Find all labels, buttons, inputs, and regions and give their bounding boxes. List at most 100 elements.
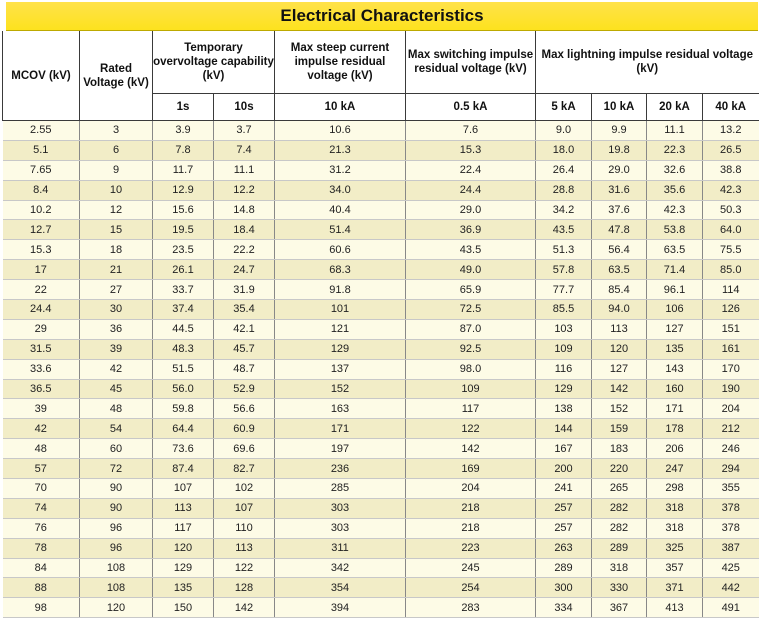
cell-lightning-20ka: 298 bbox=[646, 478, 703, 499]
cell-tov-10s: 12.2 bbox=[213, 180, 275, 201]
cell-lightning-10ka: 330 bbox=[591, 577, 647, 599]
table-row: 70 90 107 102 285 204 241 265 298 355 bbox=[2, 478, 759, 499]
table-row: 2.55 3 3.9 3.7 10.6 7.6 9.0 9.9 11.1 13.2 bbox=[2, 120, 759, 141]
cell-lightning-10ka: 19.8 bbox=[591, 140, 647, 161]
cell-rated-voltage: 3 bbox=[79, 120, 153, 141]
table-row: 36.5 45 56.0 52.9 152 109 129 142 160 190 bbox=[2, 379, 759, 400]
cell-tov-1s: 44.5 bbox=[152, 319, 214, 340]
cell-tov-10s: 102 bbox=[213, 478, 275, 499]
cell-mcov: 15.3 bbox=[2, 239, 80, 261]
cell-lightning-10ka: 282 bbox=[591, 498, 647, 519]
cell-tov-10s: 122 bbox=[213, 558, 275, 579]
table-row: 39 48 59.8 56.6 163 117 138 152 171 204 bbox=[2, 398, 759, 420]
subheader-lightning-40ka: 40 kA bbox=[702, 93, 759, 121]
table-row: 88 108 135 128 354 254 300 330 371 442 bbox=[2, 577, 759, 599]
cell-lightning-5ka: 77.7 bbox=[535, 279, 592, 301]
cell-tov-10s: 42.1 bbox=[213, 319, 275, 340]
cell-steep-10ka: 68.3 bbox=[274, 259, 406, 281]
cell-rated-voltage: 120 bbox=[79, 597, 153, 618]
cell-rated-voltage: 18 bbox=[79, 239, 153, 261]
cell-tov-1s: 23.5 bbox=[152, 239, 214, 261]
cell-lightning-40ka: 355 bbox=[702, 478, 759, 499]
cell-mcov: 12.7 bbox=[2, 219, 80, 241]
cell-rated-voltage: 9 bbox=[79, 160, 153, 181]
cell-tov-1s: 3.9 bbox=[152, 120, 214, 141]
cell-lightning-20ka: 106 bbox=[646, 299, 703, 320]
cell-lightning-5ka: 289 bbox=[535, 558, 592, 579]
cell-lightning-40ka: 204 bbox=[702, 398, 759, 420]
cell-lightning-20ka: 53.8 bbox=[646, 219, 703, 241]
cell-tov-1s: 51.5 bbox=[152, 359, 214, 380]
cell-mcov: 57 bbox=[2, 458, 80, 480]
cell-steep-10ka: 163 bbox=[274, 398, 406, 420]
cell-lightning-10ka: 31.6 bbox=[591, 180, 647, 201]
cell-mcov: 5.1 bbox=[2, 140, 80, 161]
cell-mcov: 33.6 bbox=[2, 359, 80, 380]
table-row: 84 108 129 122 342 245 289 318 357 425 bbox=[2, 558, 759, 579]
cell-lightning-5ka: 116 bbox=[535, 359, 592, 380]
cell-tov-1s: 15.6 bbox=[152, 200, 214, 221]
cell-lightning-10ka: 37.6 bbox=[591, 200, 647, 221]
cell-tov-10s: 35.4 bbox=[213, 299, 275, 320]
cell-lightning-40ka: 246 bbox=[702, 438, 759, 460]
cell-lightning-10ka: 56.4 bbox=[591, 239, 647, 261]
table-row: 48 60 73.6 69.6 197 142 167 183 206 246 bbox=[2, 438, 759, 460]
cell-mcov: 48 bbox=[2, 438, 80, 460]
cell-lightning-10ka: 63.5 bbox=[591, 259, 647, 281]
cell-steep-10ka: 354 bbox=[274, 577, 406, 599]
cell-lightning-20ka: 143 bbox=[646, 359, 703, 380]
cell-tov-10s: 3.7 bbox=[213, 120, 275, 141]
cell-lightning-10ka: 159 bbox=[591, 418, 647, 440]
cell-switching-0-5ka: 98.0 bbox=[405, 359, 536, 380]
cell-lightning-5ka: 138 bbox=[535, 398, 592, 420]
cell-lightning-5ka: 257 bbox=[535, 518, 592, 539]
table-row: 57 72 87.4 82.7 236 169 200 220 247 294 bbox=[2, 458, 759, 480]
cell-tov-10s: 113 bbox=[213, 538, 275, 559]
cell-steep-10ka: 197 bbox=[274, 438, 406, 460]
cell-switching-0-5ka: 29.0 bbox=[405, 200, 536, 221]
cell-switching-0-5ka: 72.5 bbox=[405, 299, 536, 320]
cell-steep-10ka: 34.0 bbox=[274, 180, 406, 201]
subheader-lightning-10ka: 10 kA bbox=[591, 93, 647, 121]
cell-mcov: 29 bbox=[2, 319, 80, 340]
cell-mcov: 2.55 bbox=[2, 120, 80, 141]
subheader-tov-10s: 10s bbox=[213, 93, 275, 121]
cell-mcov: 98 bbox=[2, 597, 80, 618]
cell-switching-0-5ka: 204 bbox=[405, 478, 536, 499]
cell-lightning-10ka: 152 bbox=[591, 398, 647, 420]
cell-tov-1s: 117 bbox=[152, 518, 214, 539]
cell-tov-10s: 128 bbox=[213, 577, 275, 599]
table-row: 98 120 150 142 394 283 334 367 413 491 bbox=[2, 597, 759, 618]
cell-tov-10s: 11.1 bbox=[213, 160, 275, 181]
cell-steep-10ka: 121 bbox=[274, 319, 406, 340]
cell-steep-10ka: 40.4 bbox=[274, 200, 406, 221]
cell-rated-voltage: 96 bbox=[79, 538, 153, 559]
cell-lightning-5ka: 51.3 bbox=[535, 239, 592, 261]
cell-lightning-20ka: 318 bbox=[646, 518, 703, 539]
cell-lightning-20ka: 178 bbox=[646, 418, 703, 440]
cell-lightning-40ka: 13.2 bbox=[702, 120, 759, 141]
cell-lightning-5ka: 34.2 bbox=[535, 200, 592, 221]
table-row: 8.4 10 12.9 12.2 34.0 24.4 28.8 31.6 35.6 42.3 bbox=[2, 180, 759, 201]
header-temporary-overvoltage: Temporary overvoltage capability (kV) bbox=[152, 31, 275, 94]
cell-lightning-5ka: 26.4 bbox=[535, 160, 592, 181]
table-title: Electrical Characteristics bbox=[6, 2, 758, 31]
cell-steep-10ka: 60.6 bbox=[274, 239, 406, 261]
cell-tov-10s: 82.7 bbox=[213, 458, 275, 480]
table-row: 76 96 117 110 303 218 257 282 318 378 bbox=[2, 518, 759, 539]
table-row: 31.5 39 48.3 45.7 129 92.5 109 120 135 161 bbox=[2, 339, 759, 360]
cell-switching-0-5ka: 92.5 bbox=[405, 339, 536, 360]
cell-tov-1s: 7.8 bbox=[152, 140, 214, 161]
cell-tov-1s: 59.8 bbox=[152, 398, 214, 420]
cell-tov-10s: 24.7 bbox=[213, 259, 275, 281]
cell-lightning-40ka: 378 bbox=[702, 518, 759, 539]
cell-steep-10ka: 101 bbox=[274, 299, 406, 320]
cell-tov-1s: 26.1 bbox=[152, 259, 214, 281]
cell-steep-10ka: 21.3 bbox=[274, 140, 406, 161]
cell-rated-voltage: 10 bbox=[79, 180, 153, 201]
cell-lightning-40ka: 190 bbox=[702, 379, 759, 400]
cell-steep-10ka: 10.6 bbox=[274, 120, 406, 141]
cell-switching-0-5ka: 109 bbox=[405, 379, 536, 400]
cell-switching-0-5ka: 65.9 bbox=[405, 279, 536, 301]
cell-steep-10ka: 31.2 bbox=[274, 160, 406, 181]
